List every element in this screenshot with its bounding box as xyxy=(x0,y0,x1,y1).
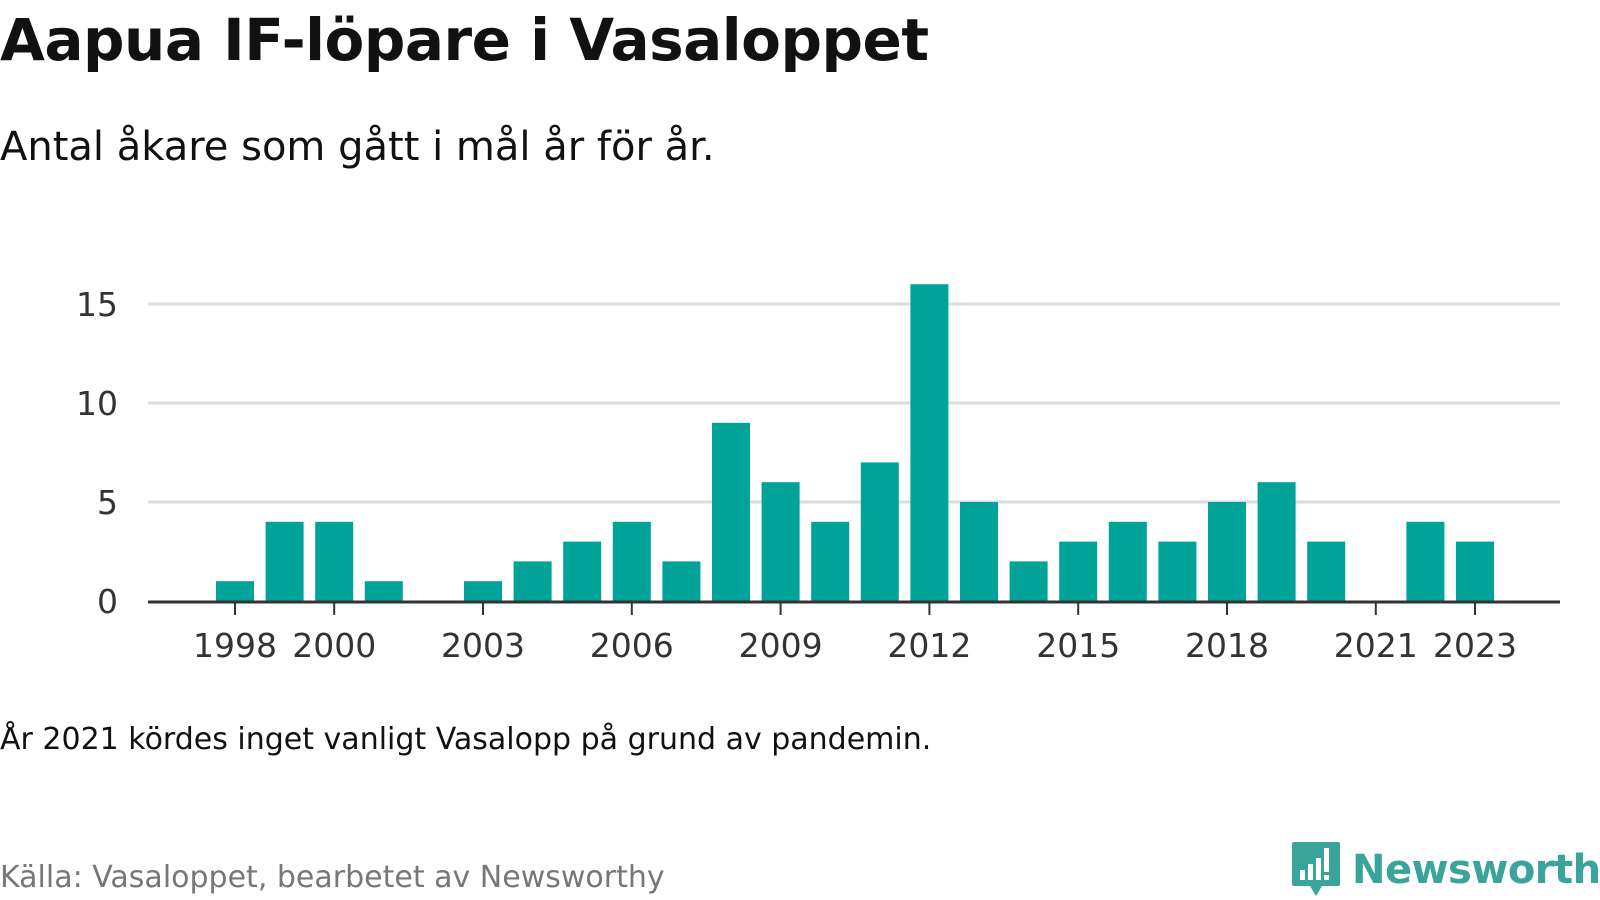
bar-2023 xyxy=(1456,541,1494,601)
bar-2001 xyxy=(364,581,403,601)
brand-name: Newsworthy xyxy=(1352,847,1600,893)
bar-2000 xyxy=(315,521,354,601)
x-tick-label: 2021 xyxy=(1334,626,1418,665)
bar-2018 xyxy=(1208,502,1246,601)
x-tick-label: 2018 xyxy=(1185,626,1269,665)
y-tick-label: 0 xyxy=(97,582,118,621)
bar-2013 xyxy=(960,502,998,601)
bar-2007 xyxy=(662,561,701,601)
bar-2019 xyxy=(1257,482,1296,601)
bar-2020 xyxy=(1307,541,1346,601)
bar-2006 xyxy=(612,521,651,601)
x-tick-label: 1998 xyxy=(193,626,277,665)
bar-2008 xyxy=(712,422,750,601)
bar-2009 xyxy=(761,482,800,601)
x-tick-label: 2000 xyxy=(292,626,376,665)
chart-note: År 2021 kördes inget vanligt Vasalopp på… xyxy=(0,722,932,757)
source-text: Källa: Vasaloppet, bearbetet av Newswort… xyxy=(0,860,665,895)
x-tick-label: 2012 xyxy=(887,626,971,665)
bar-1999 xyxy=(265,521,304,601)
chart-title: Aapua IF-löpare i Vasaloppet xyxy=(0,6,929,74)
y-tick-label: 15 xyxy=(76,285,118,324)
x-tick-label: 2015 xyxy=(1036,626,1120,665)
chart-subtitle: Antal åkare som gått i mål år för år. xyxy=(0,124,715,170)
bar-2015 xyxy=(1059,541,1098,601)
bar-chart: 0 5 10 15 1998 2000 2003 2006 2009 2012 2015 2018 20… xyxy=(76,284,1560,665)
bar-2004 xyxy=(513,561,552,601)
brand-logo[interactable]: Newsworthy xyxy=(1290,840,1600,900)
x-tick-label: 2023 xyxy=(1433,626,1517,665)
x-tick-label: 2009 xyxy=(739,626,823,665)
bar-2022 xyxy=(1406,521,1445,601)
bar-1998 xyxy=(216,581,254,601)
x-tick-label: 2006 xyxy=(590,626,674,665)
bar-2010 xyxy=(811,521,850,601)
bar-2011 xyxy=(860,462,899,601)
bar-2005 xyxy=(563,541,602,601)
bar-2003 xyxy=(464,581,502,601)
x-tick-label: 2003 xyxy=(441,626,525,665)
bar-2014 xyxy=(1009,561,1048,601)
bar-2017 xyxy=(1158,541,1197,601)
newsworthy-logo-icon xyxy=(1292,842,1340,896)
bar-2012 xyxy=(910,284,949,601)
bar-2016 xyxy=(1108,521,1147,601)
y-tick-label: 10 xyxy=(76,384,118,423)
y-tick-label: 5 xyxy=(97,483,118,522)
